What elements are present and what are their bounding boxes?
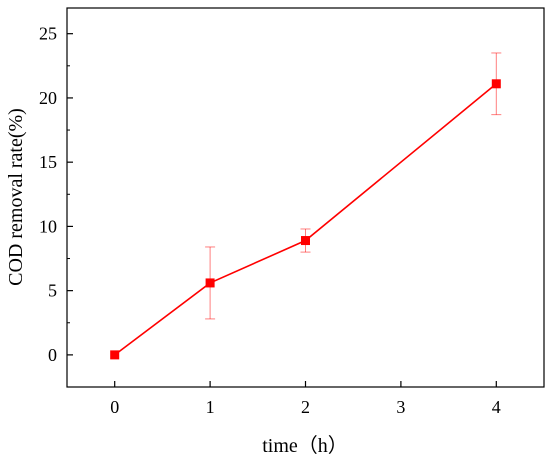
series-line bbox=[114, 83, 497, 356]
y-tick-label: 0 bbox=[48, 345, 57, 365]
y-tick-label: 5 bbox=[48, 281, 57, 301]
data-point-marker bbox=[110, 350, 120, 360]
y-tick-label: 15 bbox=[39, 152, 57, 172]
y-axis: 0 5 10 15 20 25 bbox=[39, 24, 73, 365]
x-tick-label: 2 bbox=[301, 397, 310, 417]
x-axis-title: time（h） bbox=[262, 434, 348, 457]
y-tick-label: 25 bbox=[39, 24, 57, 44]
plot-frame bbox=[66, 7, 545, 388]
x-tick-label: 0 bbox=[110, 397, 119, 417]
data-point-marker bbox=[205, 278, 215, 288]
data-point-marker bbox=[301, 236, 310, 246]
series-line-group bbox=[110, 79, 501, 360]
error-bars bbox=[205, 52, 502, 320]
y-tick-label: 20 bbox=[39, 88, 57, 108]
data-point-marker bbox=[491, 79, 501, 89]
x-tick-label: 1 bbox=[206, 397, 215, 417]
x-axis: 0 1 2 3 4 bbox=[110, 381, 501, 417]
y-axis-title: COD removal rate(%) bbox=[5, 108, 27, 286]
x-tick-label: 4 bbox=[492, 397, 501, 417]
y-tick-label: 10 bbox=[39, 216, 57, 236]
x-tick-label: 3 bbox=[396, 397, 405, 417]
